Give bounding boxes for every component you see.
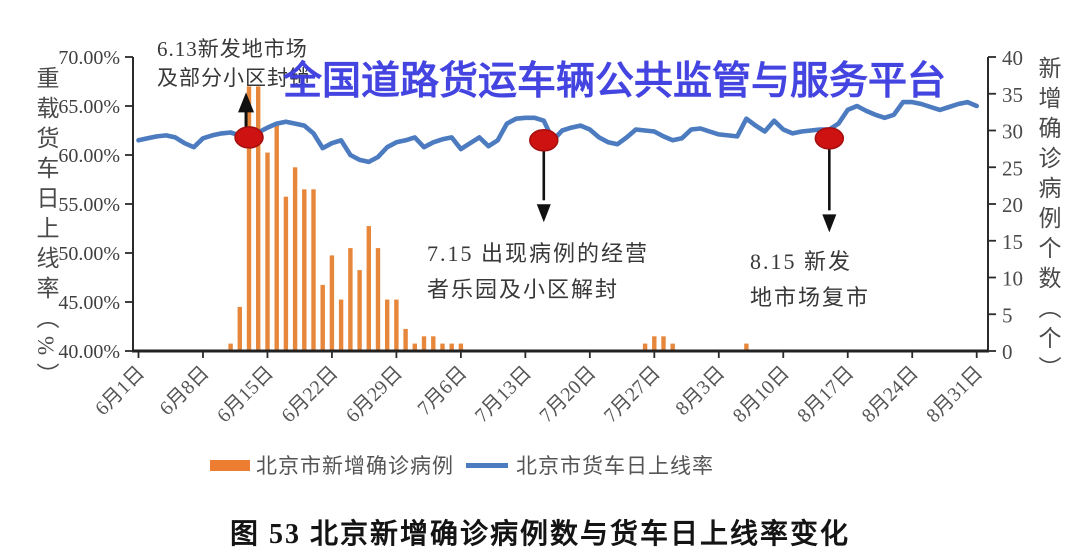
left-axis-title: 重载货车日上线率（%） [33, 66, 58, 393]
case-bar [744, 343, 749, 351]
annotation-lockdown-line1: 6.13新发地市场 [157, 37, 308, 61]
case-bar [274, 123, 279, 351]
x-tick-label: 8月31日 [922, 362, 987, 427]
right-tick-label: 40 [1002, 46, 1023, 70]
online-rate-line [136, 99, 980, 165]
x-tick-label: 8月17日 [793, 362, 858, 427]
legend-line-label: 北京市货车日上线率 [516, 454, 714, 478]
right-tick-label: 30 [1002, 120, 1023, 144]
case-bar [440, 343, 445, 351]
case-bar [265, 152, 270, 351]
case-bar [237, 306, 242, 351]
legend-line-swatch [466, 463, 508, 468]
case-bar [256, 86, 261, 352]
case-bar [421, 336, 427, 351]
case-bar [311, 189, 316, 351]
case-bar [375, 248, 381, 351]
x-tick-label: 8月24日 [858, 362, 923, 427]
event-arrow-down-head [536, 204, 551, 223]
case-bar [458, 343, 464, 351]
right-tick-label: 0 [1002, 340, 1013, 364]
figure-caption: 图 53 北京新增确诊病例数与货车日上线率变化 [229, 519, 850, 550]
left-tick-label: 50.00% [58, 243, 120, 265]
x-tick-label: 7月6日 [413, 362, 471, 420]
left-tick-label: 70.00% [58, 47, 120, 69]
case-bar [385, 299, 390, 351]
left-tick-label: 55.00% [58, 194, 120, 216]
case-bar [302, 189, 307, 351]
annotation-reopen: 8.15 新发 地市场复市 [750, 244, 870, 316]
case-bar [366, 226, 371, 351]
right-tick-label: 15 [1002, 230, 1023, 254]
x-tick-label: 6月29日 [342, 362, 407, 427]
case-bar [394, 299, 399, 351]
case-bar [431, 336, 436, 351]
event-arrow-down-head [822, 214, 837, 233]
platform-watermark: 全国道路货运车辆公共监管与服务平台 [283, 60, 947, 103]
annotation-reopen-line2: 地市场复市 [750, 285, 871, 310]
annotation-unseal-line2: 者乐园及小区解封 [427, 277, 620, 302]
x-tick-label: 6月1日 [91, 362, 149, 420]
right-tick-label: 5 [1002, 303, 1013, 327]
x-tick-label: 7月20日 [535, 362, 600, 427]
annotation-lockdown: 6.13新发地市场 及部分小区封锁 [157, 35, 311, 93]
event-marker-dot [529, 129, 559, 152]
case-bar [661, 336, 666, 351]
right-tick-label: 25 [1002, 156, 1023, 180]
x-tick-label: 6月15日 [213, 362, 278, 427]
legend: 北京市新增确诊病例 北京市货车日上线率 [0, 450, 1080, 490]
case-bar [642, 343, 648, 351]
case-bar [403, 328, 408, 351]
x-tick-label: 6月8日 [156, 362, 214, 420]
legend-bar-swatch [210, 460, 250, 471]
left-tick-label: 65.00% [58, 96, 120, 118]
left-tick-label: 60.00% [58, 145, 120, 167]
case-bar [283, 196, 289, 351]
right-tick-label: 10 [1002, 267, 1023, 291]
case-bar [412, 343, 417, 351]
case-bar [670, 343, 675, 351]
case-bar [357, 270, 362, 351]
annotation-unseal: 7.15 出现病例的经营 者乐园及小区解封 [427, 236, 649, 308]
x-tick-label: 8月3日 [671, 362, 729, 420]
case-bar [338, 299, 344, 351]
x-tick-label: 7月27日 [600, 362, 665, 427]
left-tick-label: 45.00% [58, 292, 120, 314]
case-bar [292, 167, 298, 352]
x-tick-label: 6月22日 [277, 362, 342, 427]
legend-bar-label: 北京市新增确诊病例 [256, 454, 454, 478]
x-tick-label: 7月13日 [471, 362, 536, 427]
case-bar [329, 255, 335, 351]
case-bar [320, 284, 325, 351]
case-bar [652, 336, 657, 351]
case-bar [348, 248, 353, 351]
right-axis-title: 新增确诊病例个数（个） [1035, 56, 1060, 386]
case-bar [449, 343, 454, 351]
annotation-lockdown-line2: 及部分小区封锁 [157, 66, 311, 90]
left-tick-label: 40.00% [58, 341, 120, 363]
x-tick-label: 8月10日 [729, 362, 794, 427]
annotation-reopen-line1: 8.15 新发 [750, 249, 853, 274]
right-tick-label: 20 [1002, 193, 1023, 217]
case-bar [228, 343, 233, 351]
right-tick-label: 35 [1002, 83, 1023, 107]
event-marker-dot [814, 127, 845, 150]
annotation-unseal-line1: 7.15 出现病例的经营 [427, 241, 650, 266]
event-arrow-up-head [238, 92, 255, 113]
case-bar [246, 86, 252, 352]
event-marker-dot [234, 126, 264, 149]
